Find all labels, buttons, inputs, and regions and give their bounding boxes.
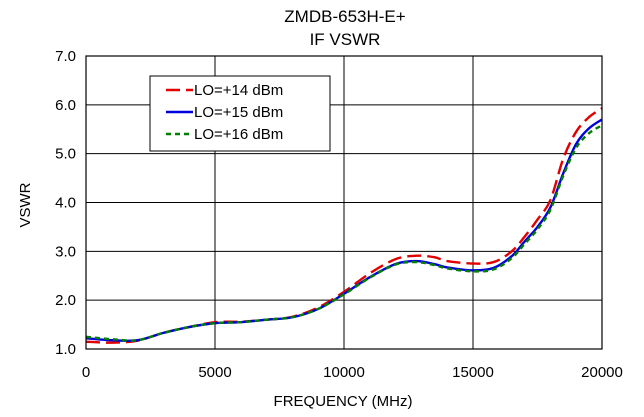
series-layer xyxy=(85,107,603,344)
x-axis-label: FREQUENCY (MHz) xyxy=(274,393,413,410)
legend: LO=+14 dBm LO=+15 dBm LO=+16 dBm xyxy=(149,75,331,152)
y-tick-labels: 1.0 2.0 3.0 4.0 5.0 6.0 7.0 xyxy=(55,48,76,358)
plot-frame xyxy=(85,55,603,350)
x-tick-label: 0 xyxy=(82,364,90,381)
chart-title-line-2: IF VSWR xyxy=(310,30,381,49)
legend-label-1: LO=+14 dBm xyxy=(194,82,283,99)
y-axis-label: VSWR xyxy=(17,182,34,227)
y-tick-label: 5.0 xyxy=(55,146,76,163)
series-line-3 xyxy=(85,124,603,342)
y-tick-label: 4.0 xyxy=(55,195,76,212)
x-tick-label: 10000 xyxy=(323,364,365,381)
y-tick-label: 1.0 xyxy=(55,341,76,358)
x-tick-label: 15000 xyxy=(452,364,494,381)
y-tick-label: 6.0 xyxy=(55,97,76,114)
y-tick-label: 2.0 xyxy=(55,292,76,309)
chart-title-line-1: ZMDB-653H-E+ xyxy=(284,7,405,26)
legend-box xyxy=(149,75,331,152)
y-tick-label: 7.0 xyxy=(55,48,76,65)
legend-label-3: LO=+16 dBm xyxy=(194,126,283,143)
x-tick-labels: 0 5000 10000 15000 20000 xyxy=(82,364,623,381)
x-tick-label: 5000 xyxy=(198,364,231,381)
y-tick-label: 3.0 xyxy=(55,243,76,260)
legend-label-2: LO=+15 dBm xyxy=(194,104,283,121)
x-tick-label: 20000 xyxy=(581,364,623,381)
